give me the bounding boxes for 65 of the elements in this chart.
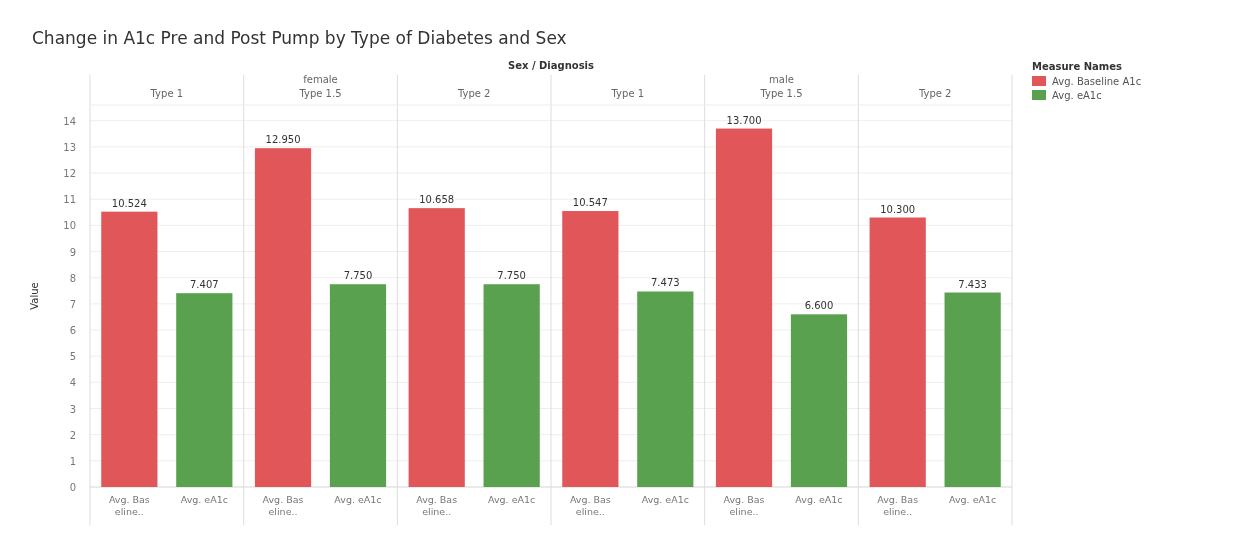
y-axis-title: Value <box>29 282 40 310</box>
bar <box>408 208 465 487</box>
data-label: 7.473 <box>650 277 680 289</box>
data-label: 7.750 <box>497 270 526 282</box>
y-tick-label: 7 <box>69 298 76 310</box>
y-tick-label: 14 <box>63 115 76 127</box>
text: Avg. Bas eline.. <box>723 494 765 517</box>
y-tick-label: 2 <box>69 429 76 441</box>
legend-label: Avg. Baseline A1c <box>1052 76 1142 87</box>
bar <box>101 211 158 487</box>
text: Avg. eA1c <box>180 494 228 505</box>
data-label: 6.600 <box>804 300 834 312</box>
bar <box>637 291 694 487</box>
data-label: 12.950 <box>265 134 301 146</box>
data-label: 10.524 <box>111 197 147 209</box>
data-label: 13.700 <box>726 114 762 126</box>
x-tick-label: Type 1.5 <box>298 88 342 99</box>
bar <box>869 217 926 487</box>
x-tick-label: Type 2 <box>456 88 491 99</box>
y-tick-label: 12 <box>63 168 76 180</box>
y-tick-label: 8 <box>69 272 76 284</box>
y-tick-label: 9 <box>69 246 76 258</box>
y-tick-label: 10 <box>63 220 76 232</box>
text: male <box>769 74 794 85</box>
text: Avg. Bas eline.. <box>108 494 150 517</box>
y-tick-label: 3 <box>69 403 76 415</box>
legend-label: Avg. eA1c <box>1052 90 1102 101</box>
x-tick-label: Type 1.5 <box>759 88 803 99</box>
text: Avg. eA1c <box>488 494 536 505</box>
text: Avg. Bas eline.. <box>569 494 611 517</box>
data-label: 7.433 <box>958 278 987 290</box>
bar <box>790 314 848 487</box>
x-tick-label: Type 1 <box>149 88 184 99</box>
data-label: 10.300 <box>880 203 916 215</box>
bar <box>254 148 312 487</box>
bar <box>483 284 540 487</box>
bar <box>329 284 387 487</box>
legend-title: Measure Names <box>1032 61 1123 72</box>
text: Avg. Bas eline.. <box>262 494 304 517</box>
text: Avg. Bas eline.. <box>877 494 919 517</box>
data-label: 7.750 <box>343 270 373 282</box>
text: Avg. eA1c <box>641 494 689 505</box>
text: Avg. eA1c <box>949 494 997 505</box>
y-tick-label: 4 <box>69 377 76 389</box>
data-label: 7.407 <box>189 279 219 291</box>
text: female <box>303 74 338 85</box>
y-tick-label: 0 <box>69 482 76 493</box>
bar <box>944 292 1001 487</box>
bar <box>715 128 773 487</box>
y-tick-label: 5 <box>69 351 76 363</box>
x-tick-label: Type 1 <box>610 88 645 99</box>
x-axis-title: Sex / Diagnosis <box>507 60 595 71</box>
data-label: 10.658 <box>419 194 455 206</box>
y-tick-label: 13 <box>63 141 76 153</box>
text: Avg. Bas eline.. <box>416 494 458 517</box>
text: Avg. eA1c <box>795 494 843 505</box>
text: Avg. eA1c <box>334 494 382 505</box>
y-tick-label: 6 <box>69 325 76 337</box>
data-label: 10.547 <box>572 197 608 209</box>
chart-title: Change in A1c Pre and Post Pump by Type of Diabetes and Sex <box>32 28 567 48</box>
bar <box>562 211 619 487</box>
y-tick-label: 11 <box>63 194 76 206</box>
x-tick-label: Type 2 <box>917 88 952 99</box>
y-tick-label: 1 <box>69 455 76 467</box>
bar <box>176 293 233 487</box>
